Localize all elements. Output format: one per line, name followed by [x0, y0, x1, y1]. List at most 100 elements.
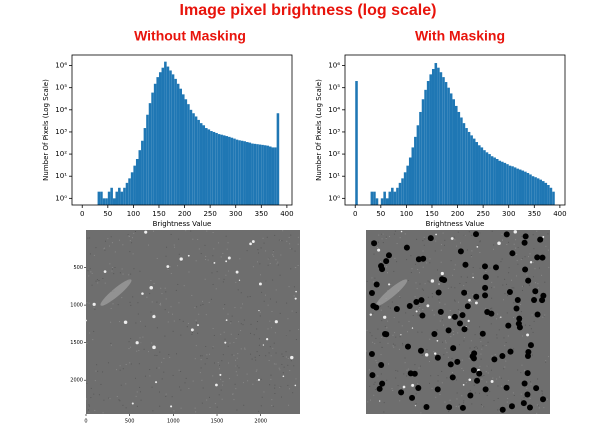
noise	[114, 251, 116, 253]
noise	[237, 333, 239, 335]
noise	[283, 366, 285, 368]
mask-dot	[406, 303, 413, 310]
noise	[373, 253, 375, 255]
bar	[406, 165, 409, 205]
noise	[491, 307, 493, 309]
noise	[240, 348, 242, 350]
bar	[383, 191, 386, 205]
noise	[503, 299, 505, 301]
star	[388, 283, 391, 286]
noise	[375, 360, 377, 362]
noise	[417, 383, 419, 385]
noise	[396, 242, 398, 244]
noise	[200, 359, 202, 361]
mask-dot	[506, 288, 513, 295]
star	[155, 381, 158, 384]
noise	[481, 348, 483, 350]
noise	[545, 361, 547, 363]
noise	[453, 299, 455, 301]
noise	[174, 246, 176, 248]
noise	[139, 391, 141, 393]
noise	[490, 308, 492, 310]
noise	[430, 375, 432, 377]
noise	[394, 332, 396, 334]
noise	[235, 337, 237, 339]
bar	[187, 104, 190, 205]
noise	[482, 345, 484, 347]
noise	[163, 357, 165, 359]
noise	[201, 379, 203, 381]
noise	[508, 272, 510, 274]
noise	[537, 287, 539, 289]
noise	[218, 364, 220, 366]
noise	[222, 308, 224, 310]
noise	[491, 230, 493, 232]
noise	[170, 272, 172, 274]
noise	[533, 248, 535, 250]
noise	[244, 348, 246, 350]
noise	[444, 347, 446, 349]
noise	[277, 264, 279, 266]
mask-dot	[461, 289, 468, 296]
noise	[104, 282, 106, 284]
bar	[202, 125, 206, 205]
noise	[178, 238, 180, 240]
noise	[242, 324, 244, 326]
noise	[469, 303, 471, 305]
noise	[439, 280, 441, 282]
noise	[437, 380, 439, 382]
noise	[377, 375, 379, 377]
noise	[92, 339, 94, 341]
noise	[272, 347, 274, 349]
noise	[235, 371, 237, 373]
noise	[381, 238, 383, 240]
noise	[415, 393, 417, 395]
noise	[93, 306, 95, 308]
noise	[410, 255, 412, 257]
bar	[192, 113, 195, 205]
noise	[200, 355, 202, 357]
star	[435, 233, 437, 236]
noise	[220, 256, 222, 258]
noise	[534, 268, 536, 270]
star	[294, 297, 297, 300]
noise	[266, 236, 268, 238]
noise	[274, 234, 276, 236]
noise	[532, 234, 534, 236]
noise	[220, 378, 222, 380]
noise	[517, 263, 519, 265]
noise	[528, 283, 530, 285]
star	[377, 248, 381, 252]
noise	[151, 301, 153, 303]
noise	[475, 346, 477, 348]
noise	[371, 335, 373, 337]
noise	[191, 333, 193, 335]
noise	[255, 370, 257, 372]
noise	[167, 268, 169, 270]
noise	[366, 350, 368, 352]
noise	[295, 311, 297, 313]
noise	[422, 289, 424, 291]
star	[85, 319, 87, 322]
noise	[381, 320, 383, 322]
noise	[506, 312, 508, 314]
noise	[295, 378, 297, 380]
noise	[205, 314, 207, 316]
noise	[112, 303, 114, 305]
noise	[271, 310, 273, 312]
noise	[373, 383, 375, 385]
noise	[506, 244, 508, 246]
noise	[408, 320, 410, 322]
noise	[508, 267, 510, 269]
noise	[475, 350, 477, 352]
noise	[130, 363, 132, 365]
image	[86, 230, 300, 414]
mask-dot	[459, 404, 466, 411]
noise	[173, 320, 175, 322]
noise	[121, 268, 123, 270]
noise	[415, 282, 417, 284]
noise	[227, 345, 229, 347]
noise	[133, 268, 135, 270]
noise	[290, 268, 292, 270]
noise	[287, 358, 289, 360]
